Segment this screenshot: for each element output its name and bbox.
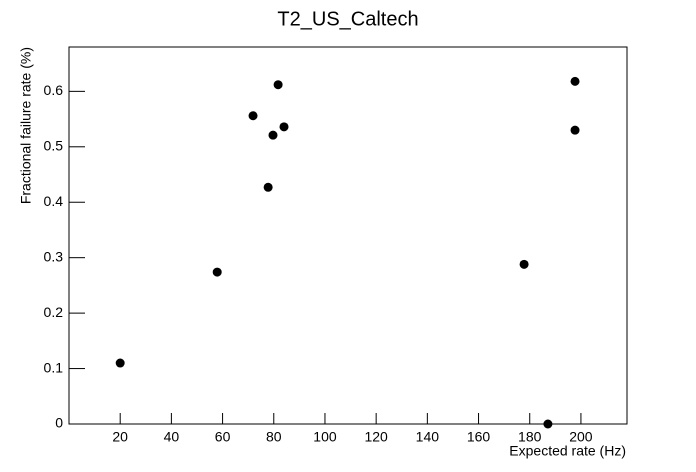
x-tick-label: 80 [266,429,282,445]
point [268,130,278,140]
point [263,182,273,192]
x-tick-label: 180 [518,429,542,445]
point [543,419,553,429]
x-tick-label: 40 [164,429,180,445]
plot-frame [68,46,628,425]
y-tick-label: 0.3 [44,248,64,264]
y-tick-label: 0.2 [44,304,64,320]
chart-title: T2_US_Caltech [277,8,418,30]
point [570,76,580,86]
point [212,267,222,277]
point [248,111,258,121]
y-tick-label: 0.6 [44,82,64,98]
x-tick-label: 120 [364,429,388,445]
x-tick-label: 60 [215,429,231,445]
x-axis-label: Expected rate (Hz) [509,443,626,459]
x-tick-label: 100 [313,429,337,445]
point [273,80,283,90]
point [115,358,125,368]
x-tick-label: 200 [569,429,593,445]
x-tick-label: 20 [112,429,128,445]
y-tick-label: 0 [55,415,63,431]
y-tick-label: 0.4 [44,193,64,209]
x-tick-label: 160 [467,429,491,445]
point [570,125,580,135]
x-tick-label: 140 [416,429,440,445]
point [519,259,529,269]
point [279,122,289,132]
y-tick-label: 0.1 [44,359,64,375]
y-tick-label: 0.5 [44,137,64,153]
y-axis-label: Fractional failure rate (%) [18,47,34,204]
